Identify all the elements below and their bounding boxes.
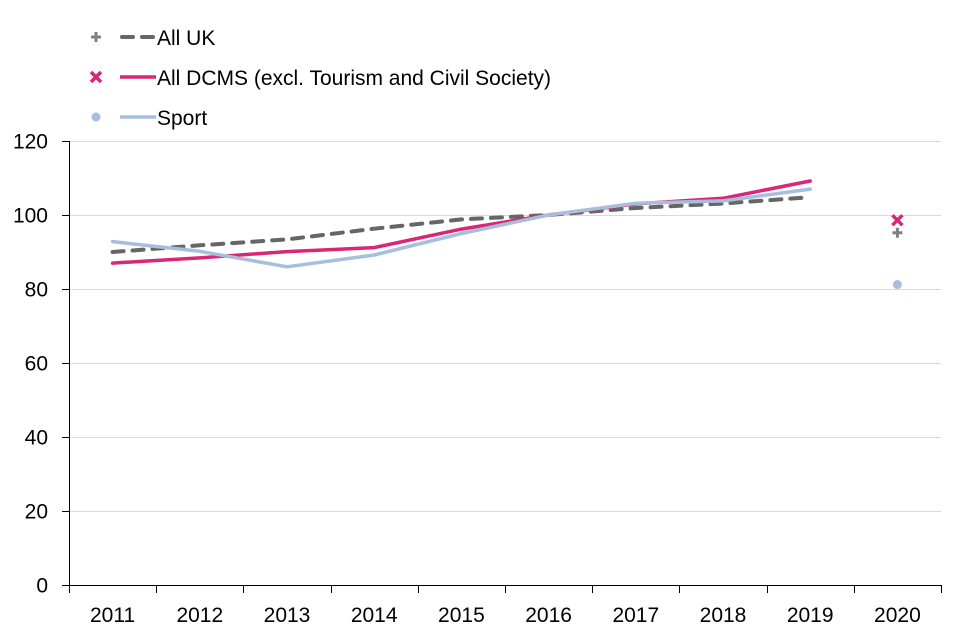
x-tick-label: 2020 [874,604,921,627]
gridlines [69,141,941,512]
series-line-2 [110,187,812,269]
legend-item-1: All DCMS (excl. Tourism and Civil Societ… [89,67,551,90]
series-line-1 [110,179,812,265]
x-tick-label: 2013 [264,604,311,627]
x-tick-label: 2011 [90,604,135,627]
x-tick-label: 2016 [525,604,572,627]
y-tick-labels: 0 20 40 60 80 100 120 [13,131,48,598]
axes [62,141,942,593]
y-tick-label: 60 [25,353,48,376]
x-tick-label: 2015 [438,604,485,627]
cross-marker-b [891,213,904,227]
x-tick-label: 2012 [176,604,223,627]
data-point-2020-1 [891,213,904,227]
y-tick-label: 20 [25,501,48,524]
y-tick-label: 40 [25,427,48,450]
legend-label: Sport [157,107,207,130]
x-tick-label: 2017 [612,604,659,627]
series-markers [891,213,904,290]
legend-item-0: All UK [91,27,215,50]
x-tick-label: 2018 [700,604,747,627]
y-tick-label: 80 [25,279,48,302]
cross-marker-b [89,70,103,84]
legend-marker-0 [91,32,101,42]
legend-label: All UK [157,27,215,50]
y-tick-label: 0 [36,575,48,598]
y-tick-label: 100 [13,205,48,228]
legend-marker-1 [89,70,103,84]
legend-marker-2 [91,112,101,122]
legend: All UK All DCMS (excl. Tourism and Civil … [89,27,551,130]
x-tick-labels: 2011 2012 2013 2014 2015 2016 2017 2018 2019 2020 [90,604,921,627]
x-tick-label: 2014 [351,604,398,627]
x-tick-label: 2019 [787,604,834,627]
data-point-2020-2 [892,280,902,290]
data-point-2020-0 [892,227,903,238]
series-line-0 [110,195,813,254]
legend-label: All DCMS (excl. Tourism and Civil Societ… [157,67,551,90]
series-lines [110,179,813,269]
y-tick-label: 120 [13,131,48,154]
legend-item-2: Sport [91,107,207,130]
